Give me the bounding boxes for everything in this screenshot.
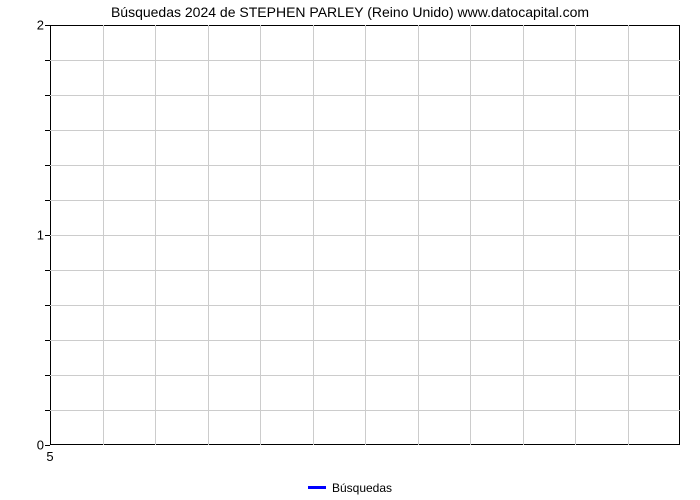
- y-tick-label: 2: [37, 18, 44, 33]
- grid-line-horizontal: [50, 200, 680, 201]
- grid-line-horizontal: [50, 130, 680, 131]
- y-tick-mark: [45, 95, 50, 96]
- y-tick-mark: [45, 410, 50, 411]
- y-tick-mark: [45, 25, 50, 26]
- y-tick-label: 0: [37, 438, 44, 453]
- x-tick-label: 5: [46, 449, 53, 464]
- y-tick-mark: [45, 130, 50, 131]
- legend-swatch: [308, 486, 326, 489]
- grid-line-horizontal: [50, 235, 680, 236]
- grid-line-horizontal: [50, 60, 680, 61]
- y-tick-mark: [45, 445, 50, 446]
- y-tick-mark: [45, 235, 50, 236]
- grid-line-horizontal: [50, 305, 680, 306]
- y-tick-label: 1: [37, 228, 44, 243]
- y-tick-mark: [45, 375, 50, 376]
- chart-title: Búsquedas 2024 de STEPHEN PARLEY (Reino …: [0, 4, 700, 20]
- chart-container: Búsquedas 2024 de STEPHEN PARLEY (Reino …: [0, 0, 700, 500]
- y-tick-mark: [45, 340, 50, 341]
- grid-line-horizontal: [50, 270, 680, 271]
- grid-line-horizontal: [50, 165, 680, 166]
- plot-area: 0125: [50, 25, 680, 445]
- grid-line-horizontal: [50, 340, 680, 341]
- y-tick-mark: [45, 270, 50, 271]
- y-tick-mark: [45, 165, 50, 166]
- grid-line-horizontal: [50, 410, 680, 411]
- y-tick-mark: [45, 200, 50, 201]
- y-tick-mark: [45, 60, 50, 61]
- y-tick-mark: [45, 305, 50, 306]
- legend-label: Búsquedas: [332, 481, 392, 495]
- grid-line-horizontal: [50, 375, 680, 376]
- legend: Búsquedas: [0, 480, 700, 495]
- grid-line-horizontal: [50, 95, 680, 96]
